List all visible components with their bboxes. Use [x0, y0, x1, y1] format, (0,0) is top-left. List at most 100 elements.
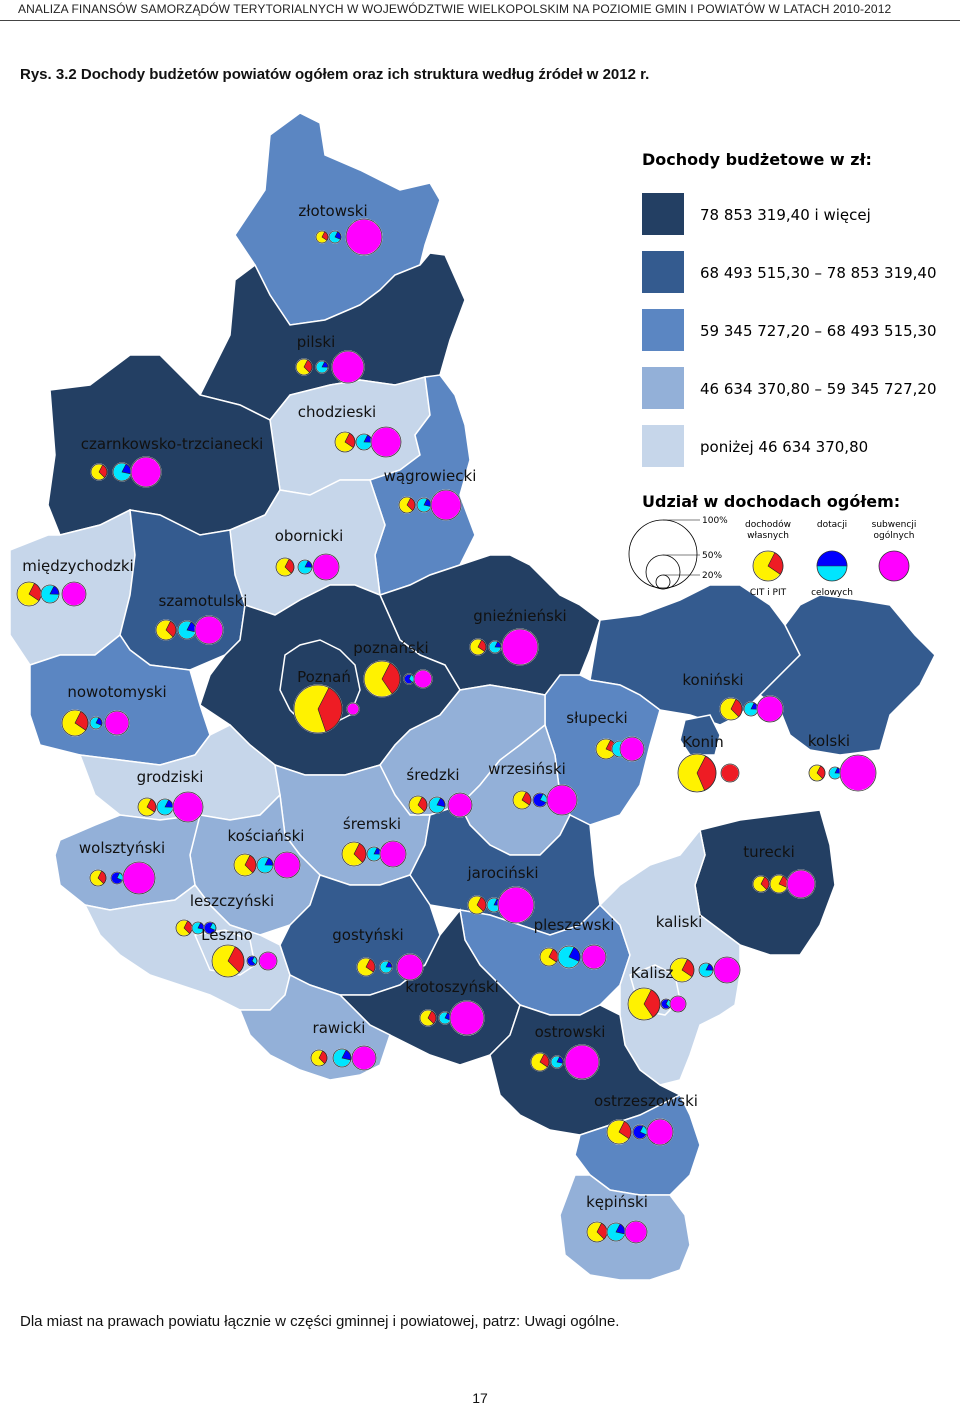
pie-wagrowiecki-1: [398, 496, 416, 514]
pie-miedzychodzki-2: [40, 584, 60, 604]
pie-szamotulski-2: [177, 620, 197, 640]
pie-leszno-1-outline: [211, 944, 245, 978]
pie-koscianski-2: [256, 856, 274, 874]
pie-rawicki-2: [332, 1048, 352, 1068]
pie-konin-1-outline: [677, 753, 717, 793]
pie-obornicki-1-outline: [275, 557, 295, 577]
legend-scale-circles: 100% 50% 20%: [628, 516, 728, 590]
label-wolsztynski: wolsztyński: [79, 839, 165, 857]
footnote: Dla miast na prawach powiatu łącznie w c…: [20, 1313, 620, 1330]
legend-component-label-3-2: ogólnych: [874, 530, 915, 541]
pie-obornicki-3: [312, 553, 340, 581]
legend-scale-circle-1: [628, 519, 698, 589]
legend-component-bottom-2: celowych: [811, 588, 853, 598]
legend-class-label-4: 46 634 370,80 – 59 345 727,20: [700, 380, 937, 398]
label-pilski: pilski: [297, 333, 336, 351]
pie-kaliski-3-outline: [713, 956, 741, 984]
pie-kolski-1-outline: [808, 764, 826, 782]
pie-kaliski-2: [698, 962, 714, 978]
pie-sremski-1: [341, 841, 367, 867]
legend-swatch-1: [642, 193, 684, 235]
pie-wolsztynski-3: [122, 861, 156, 895]
label-slupecki: słupecki: [566, 709, 627, 727]
pie-koscianski-3-outline: [273, 851, 301, 879]
pie-rawicki-2-outline: [332, 1048, 352, 1068]
pie-rawicki-3-outline: [351, 1045, 377, 1071]
pie-koscianski-1: [233, 853, 257, 877]
pie-rawicki-3: [351, 1045, 377, 1071]
pie-poznanski-3-outline: [413, 669, 433, 689]
pie-jarocinski-3: [497, 886, 535, 924]
pie-krotoszynski-1-outline: [419, 1009, 437, 1027]
pie-czarnkowsko-trzcianecki-1-outline: [90, 463, 108, 481]
pie-sremski-1-outline: [341, 841, 367, 867]
legend-swatch-2: [642, 251, 684, 293]
pie-poznanski-1-outline: [363, 660, 401, 698]
pie-poznan-2: [346, 702, 360, 716]
pie-ostrzeszowski-1: [606, 1119, 632, 1145]
pie-grodziski-2: [156, 798, 174, 816]
pie-leszno-3-outline: [258, 951, 278, 971]
pie-pleszewski-2-outline: [557, 945, 581, 969]
pie-nowotomyski-1-outline: [61, 709, 89, 737]
pie-sredzki-2-outline: [428, 796, 446, 814]
pie-kaliski-3: [713, 956, 741, 984]
pie-leszno-1: [211, 944, 245, 978]
legend-swatch-4: [642, 367, 684, 409]
pie-gostynski-3-outline: [396, 953, 424, 981]
pie-czarnkowsko-trzcianecki-3: [130, 456, 162, 488]
pie-obornicki-1: [275, 557, 295, 577]
pie-koninski-1-outline: [719, 697, 743, 721]
legend-icon-grants-slice: [816, 550, 848, 567]
label-leszczynski: leszczyński: [190, 892, 274, 910]
pie-ostrowski-3-outline: [564, 1044, 600, 1080]
pie-wrzesinski-1: [512, 790, 532, 810]
legend-scale-circle-3: [655, 574, 671, 590]
pie-pleszewski-3-outline: [581, 944, 607, 970]
label-konin: Konin: [682, 733, 723, 751]
pie-gostynski-1-outline: [356, 957, 376, 977]
pie-wagrowiecki-3-outline: [430, 489, 462, 521]
pie-gnieznienski-2: [488, 640, 502, 654]
pie-slupecki-3-outline: [619, 736, 645, 762]
pie-wrzesinski-2: [532, 792, 548, 808]
legend-scale-label-1: 100%: [702, 516, 728, 526]
label-wrzesinski: wrzesiński: [488, 760, 566, 778]
pie-gnieznienski-1-outline: [469, 638, 487, 656]
pie-zlotowski-3: [345, 218, 383, 256]
pie-kolski-2: [828, 766, 842, 780]
pie-gostynski-1: [356, 957, 376, 977]
label-ostrzeszowski: ostrzeszowski: [594, 1092, 698, 1110]
pie-ostrowski-2: [550, 1055, 564, 1069]
label-nowotomyski: nowotomyski: [67, 683, 166, 701]
pie-turecki-3-outline: [786, 869, 816, 899]
pie-zlotowski-2-outline: [328, 230, 342, 244]
pie-poznan-1: [293, 684, 343, 734]
pie-gnieznienski-3-outline: [501, 628, 539, 666]
pie-kaliski-1: [669, 957, 695, 983]
region-kolski: [758, 594, 936, 756]
pie-slupecki-1: [595, 738, 617, 760]
label-chodzieski: chodzieski: [298, 403, 376, 421]
label-kaliski: kaliski: [656, 913, 703, 931]
running-header-text: ANALIZA FINANSÓW SAMORZĄDÓW TERYTORIALNY…: [18, 2, 892, 16]
legend-swatch-5: [642, 425, 684, 467]
pie-kolski-1: [808, 764, 826, 782]
label-kepinski: kępiński: [586, 1193, 648, 1211]
label-krotoszynski: krotoszyński: [405, 978, 499, 996]
pie-koscianski-2-outline: [256, 856, 274, 874]
pie-zlotowski-1-outline: [315, 230, 329, 244]
pie-pilski-3: [331, 350, 365, 384]
legend-component-label-1-1: dochodów: [745, 519, 791, 530]
pie-kepinski-3-outline: [624, 1220, 648, 1244]
label-gnieznienski: gnieźnieński: [473, 607, 566, 625]
pie-sredzki-3: [447, 792, 473, 818]
legend-icon-subsidies: [878, 550, 910, 582]
pie-sremski-3: [379, 840, 407, 868]
legend-share-title: Udział w dochodach ogółem:: [642, 492, 900, 511]
pie-czarnkowsko-trzcianecki-1: [90, 463, 108, 481]
label-miedzychodzki: międzychodzki: [22, 557, 133, 575]
legend-class-label-2: 68 493 515,30 – 78 853 319,40: [700, 264, 937, 282]
region-wolsztynski: [54, 814, 201, 911]
pie-sredzki-1-outline: [408, 795, 428, 815]
